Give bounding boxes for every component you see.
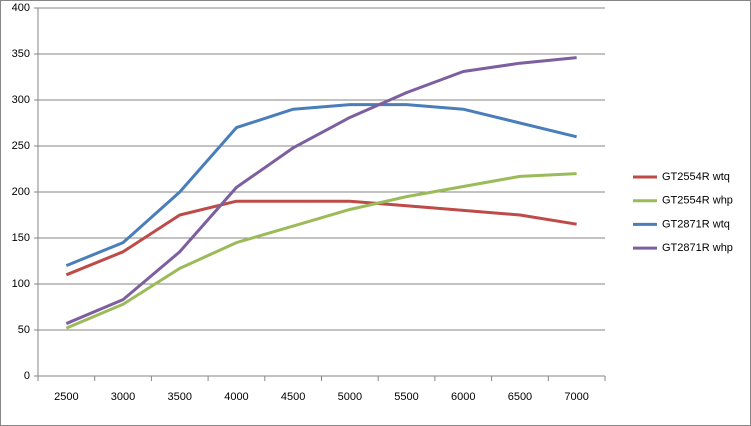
- x-tick-label: 2500: [54, 391, 78, 403]
- x-tick-label: 4000: [224, 391, 248, 403]
- x-tick-label: 4500: [281, 391, 305, 403]
- series-line: [65, 199, 577, 277]
- y-tick-label: 250: [12, 140, 30, 152]
- legend-label: GT2871R whp: [662, 242, 733, 254]
- x-tick-label: 6500: [508, 391, 532, 403]
- legend-label: GT2554R wtq: [662, 171, 730, 183]
- legend-label: GT2554R whp: [662, 195, 733, 207]
- x-tick-label: 3500: [168, 391, 192, 403]
- x-tick-label: 7000: [564, 391, 588, 403]
- y-tick-label: 400: [12, 2, 30, 14]
- y-tick-label: 200: [12, 186, 30, 198]
- x-tick-label: 5000: [338, 391, 362, 403]
- y-tick-label: 300: [12, 94, 30, 106]
- series-line: [65, 103, 578, 267]
- series-line: [65, 56, 577, 325]
- y-tick-label: 50: [18, 324, 30, 336]
- y-tick-label: 350: [12, 48, 30, 60]
- y-tick-label: 0: [24, 370, 30, 382]
- y-tick-label: 100: [12, 278, 30, 290]
- legend-label: GT2871R wtq: [662, 218, 730, 230]
- x-tick-label: 5500: [394, 391, 418, 403]
- series-line: [65, 172, 577, 330]
- x-tick-label: 3000: [111, 391, 135, 403]
- x-tick-label: 6000: [451, 391, 475, 403]
- y-tick-label: 150: [12, 232, 30, 244]
